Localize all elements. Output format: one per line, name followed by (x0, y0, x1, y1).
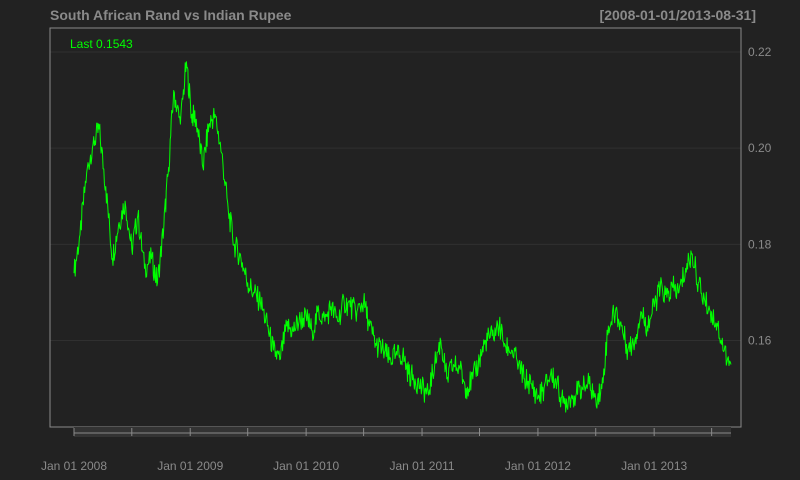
x-tick-label: Jan 01 2011 (389, 459, 454, 473)
x-tick-label: Jan 01 2013 (621, 459, 687, 473)
y-tick-label: 0.20 (748, 141, 772, 155)
x-tick-label: Jan 01 2012 (505, 459, 571, 473)
series-group (73, 61, 732, 413)
series-line (73, 61, 732, 413)
chart-title: South African Rand vs Indian Rupee (50, 7, 292, 23)
y-tick-label: 0.18 (748, 237, 772, 251)
date-range-label: [2008-01-01/2013-08-31] (600, 7, 756, 23)
y-tick-label: 0.16 (748, 333, 772, 347)
x-tick-label: Jan 01 2010 (273, 459, 339, 473)
x-tick-label: Jan 01 2009 (157, 459, 223, 473)
grid (50, 51, 741, 341)
x-tick-label: Jan 01 2008 (41, 459, 107, 473)
last-value-label: Last 0.1543 (70, 37, 133, 51)
y-axis: 0.16 0.18 0.20 0.22 (748, 45, 772, 347)
x-axis: Jan 01 2008 Jan 01 2009 Jan 01 2010 Jan 01 … (41, 427, 731, 473)
x-axis-bar (74, 427, 731, 437)
y-tick-label: 0.22 (748, 45, 772, 59)
